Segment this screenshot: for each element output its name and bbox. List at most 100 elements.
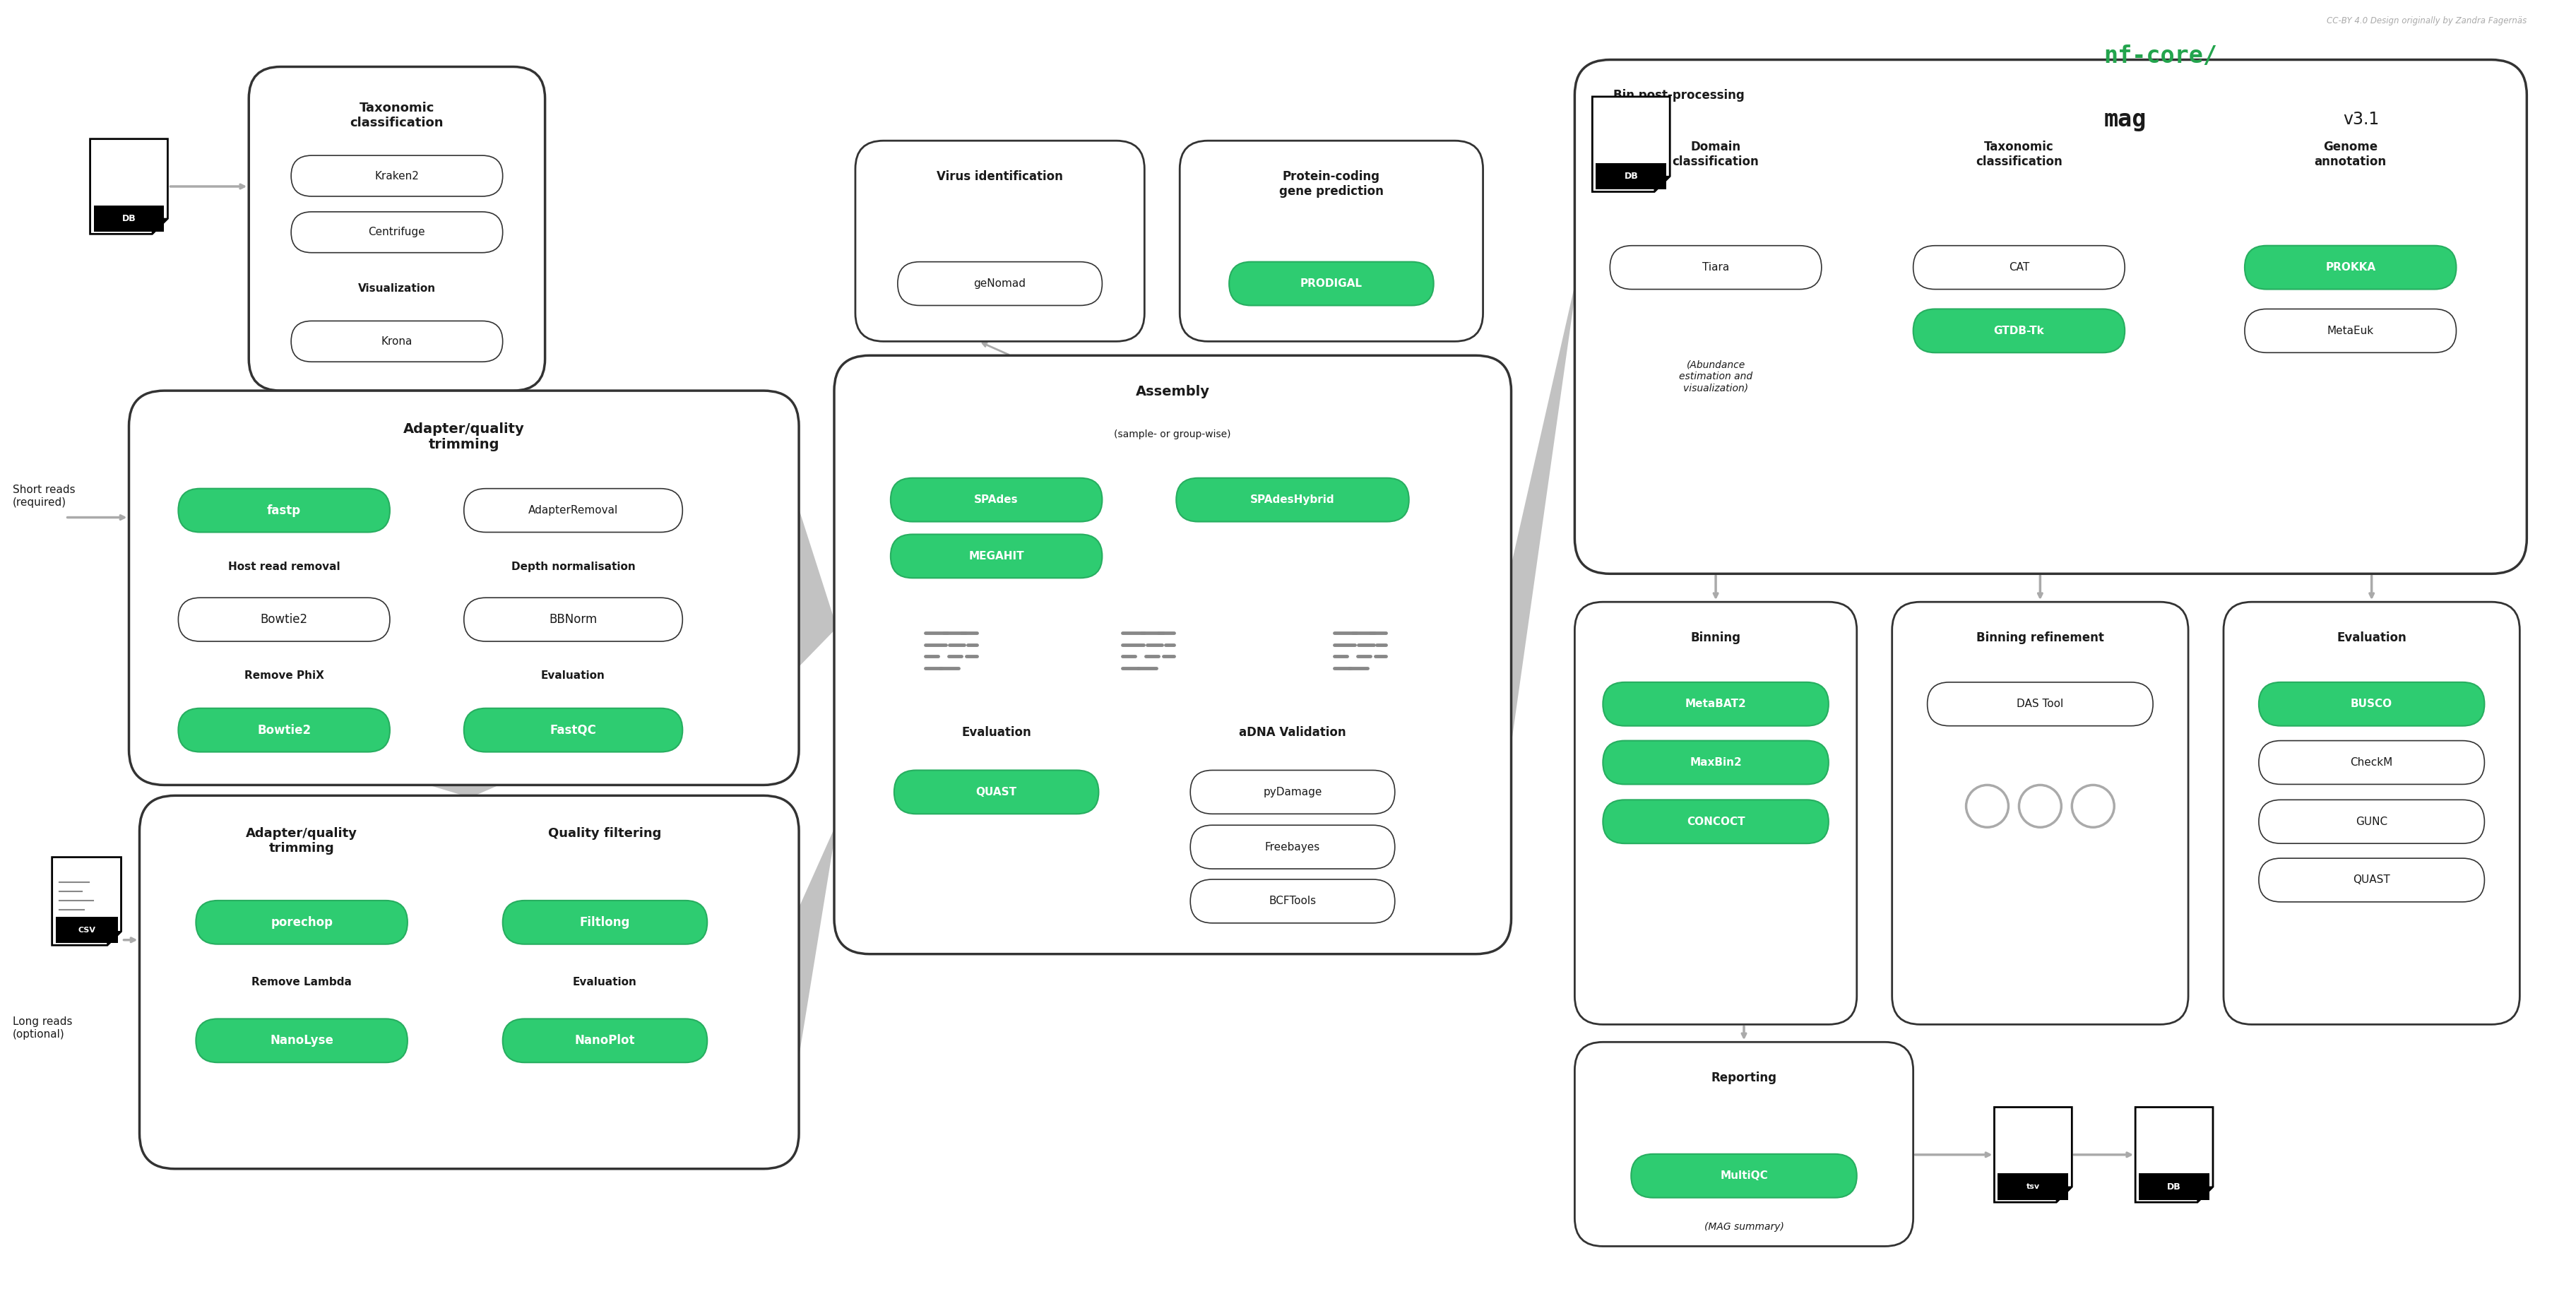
FancyBboxPatch shape [196,901,407,945]
FancyBboxPatch shape [1574,602,1857,1025]
Text: NanoPlot: NanoPlot [574,1034,634,1047]
Text: Quality filtering: Quality filtering [549,827,662,840]
FancyBboxPatch shape [2259,858,2483,902]
FancyBboxPatch shape [835,356,1510,954]
FancyBboxPatch shape [1574,60,2527,573]
Bar [93,206,165,232]
FancyBboxPatch shape [1180,141,1484,342]
Text: v3.1: v3.1 [2342,111,2380,128]
FancyBboxPatch shape [1914,309,2125,353]
Text: Bowtie2: Bowtie2 [258,723,312,736]
Text: Adapter/quality
trimming: Adapter/quality trimming [402,422,526,452]
FancyBboxPatch shape [2244,309,2455,353]
FancyBboxPatch shape [2259,682,2483,726]
FancyBboxPatch shape [464,708,683,752]
FancyBboxPatch shape [178,598,389,642]
FancyBboxPatch shape [1610,246,1821,290]
Text: Krona: Krona [381,336,412,347]
Text: nf-core/: nf-core/ [2102,44,2218,67]
Text: Visualization: Visualization [358,283,435,294]
FancyBboxPatch shape [1602,740,1829,784]
FancyBboxPatch shape [1631,1154,1857,1198]
Text: MaxBin2: MaxBin2 [1690,757,1741,767]
Polygon shape [1510,286,1574,744]
Text: Kraken2: Kraken2 [374,171,420,181]
Polygon shape [90,138,167,234]
FancyBboxPatch shape [1190,880,1394,923]
FancyBboxPatch shape [2259,740,2483,784]
Text: MEGAHIT: MEGAHIT [969,551,1023,562]
Text: porechop: porechop [270,916,332,929]
Text: mag: mag [2102,107,2146,131]
Text: Protein-coding
gene prediction: Protein-coding gene prediction [1278,171,1383,198]
FancyBboxPatch shape [855,141,1144,342]
FancyBboxPatch shape [1574,1042,1914,1246]
Polygon shape [1654,176,1669,192]
Text: Freebayes: Freebayes [1265,841,1319,853]
Text: Evaluation: Evaluation [2336,631,2406,644]
Bar [1996,1174,2069,1200]
FancyBboxPatch shape [896,261,1103,305]
FancyBboxPatch shape [1175,477,1409,521]
Text: Centrifuge: Centrifuge [368,226,425,238]
FancyBboxPatch shape [139,796,799,1168]
Polygon shape [1592,97,1669,192]
Text: CONCOCT: CONCOCT [1687,817,1744,827]
Text: Long reads
(optional): Long reads (optional) [13,1017,72,1039]
Polygon shape [108,932,121,945]
Text: Assembly: Assembly [1136,386,1211,399]
Polygon shape [799,828,835,1057]
Text: BCFTools: BCFTools [1267,895,1316,907]
Text: MultiQC: MultiQC [1721,1171,1767,1181]
FancyBboxPatch shape [2244,246,2455,290]
Bar [2138,1174,2208,1200]
Text: PRODIGAL: PRODIGAL [1301,278,1363,289]
FancyBboxPatch shape [464,598,683,642]
FancyBboxPatch shape [1927,682,2154,726]
Text: Adapter/quality
trimming: Adapter/quality trimming [245,827,358,854]
FancyBboxPatch shape [894,770,1097,814]
FancyBboxPatch shape [464,489,683,532]
Text: Binning: Binning [1690,631,1741,644]
FancyBboxPatch shape [1891,602,2187,1025]
FancyBboxPatch shape [2259,800,2483,844]
Text: BUSCO: BUSCO [2349,699,2393,709]
Text: Depth normalisation: Depth normalisation [510,562,636,572]
FancyBboxPatch shape [129,391,799,785]
Text: CheckM: CheckM [2349,757,2393,767]
Text: NanoLyse: NanoLyse [270,1034,332,1047]
FancyBboxPatch shape [291,212,502,252]
Text: MetaBAT2: MetaBAT2 [1685,699,1747,709]
Text: Taxonomic
classification: Taxonomic classification [350,102,443,129]
Text: DAS Tool: DAS Tool [2017,699,2063,709]
Text: tsv: tsv [2025,1183,2040,1190]
Text: GUNC: GUNC [2354,817,2388,827]
Text: Bowtie2: Bowtie2 [260,613,307,626]
Text: Bin post-processing: Bin post-processing [1613,89,1744,102]
Text: Host read removal: Host read removal [229,562,340,572]
Bar [57,916,118,943]
Text: BBNorm: BBNorm [549,613,598,626]
Text: MetaEuk: MetaEuk [2326,326,2372,336]
Text: FastQC: FastQC [549,723,595,736]
Polygon shape [799,509,835,666]
FancyBboxPatch shape [891,534,1103,578]
Text: QUAST: QUAST [2352,875,2391,885]
Text: GTDB-Tk: GTDB-Tk [1994,326,2043,336]
Text: Domain
classification: Domain classification [1672,141,1759,168]
Polygon shape [428,785,500,796]
Text: aDNA Validation: aDNA Validation [1239,726,1345,739]
FancyBboxPatch shape [1914,246,2125,290]
Text: Short reads
(required): Short reads (required) [13,485,75,507]
FancyBboxPatch shape [178,489,389,532]
Text: (sample- or group-wise): (sample- or group-wise) [1113,430,1231,439]
Text: Remove PhiX: Remove PhiX [245,670,325,681]
FancyBboxPatch shape [2223,602,2519,1025]
FancyBboxPatch shape [502,901,706,945]
FancyBboxPatch shape [1190,770,1394,814]
FancyBboxPatch shape [196,1018,407,1062]
FancyBboxPatch shape [250,67,546,391]
Text: Genome
annotation: Genome annotation [2313,141,2385,168]
Text: CC-BY 4.0 Design originally by Zandra Fagernäs: CC-BY 4.0 Design originally by Zandra Fa… [2326,17,2527,26]
Text: Filtlong: Filtlong [580,916,631,929]
